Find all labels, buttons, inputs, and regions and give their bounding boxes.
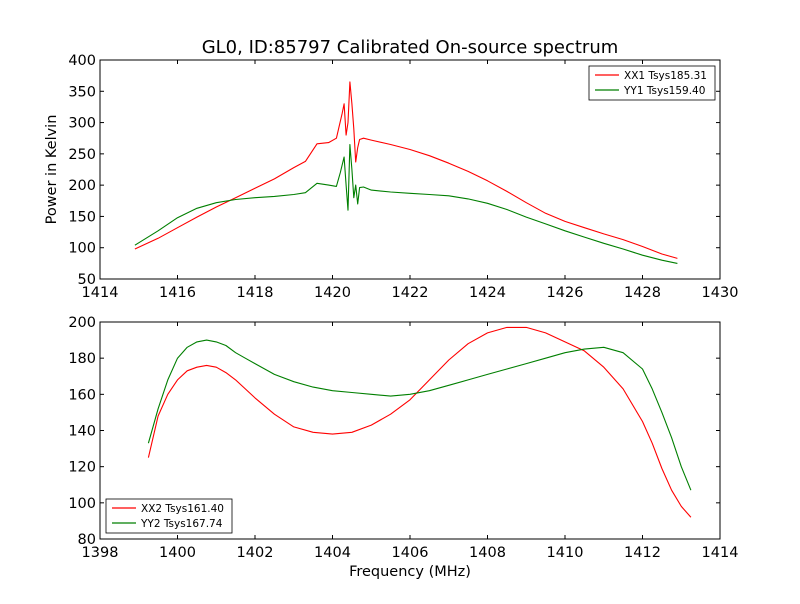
y-tick-label: 250 (68, 147, 96, 163)
x-tick-label: 1418 (237, 285, 274, 301)
figure-title: GL0, ID:85797 Calibrated On-source spect… (202, 37, 619, 58)
x-tick-label: 1408 (469, 545, 506, 561)
x-tick-label: 1400 (159, 545, 196, 561)
x-tick-label: 1402 (237, 545, 274, 561)
series-line-1-2 (134, 143, 678, 264)
series-line-1-1 (134, 81, 678, 259)
series-line-2-1 (147, 326, 692, 518)
x-tick-label: 1420 (314, 285, 351, 301)
y-tick-label: 80 (78, 532, 96, 548)
x-tick-label: 1416 (159, 285, 196, 301)
y-tick-label: 200 (68, 178, 96, 194)
x-tick-label: 1414 (82, 285, 119, 301)
y-tick-label: 50 (78, 272, 96, 288)
legend-entry: XX2 Tsys161.40 (141, 503, 224, 515)
x-tick-label: 1398 (82, 545, 119, 561)
x-tick-label: 1426 (547, 285, 584, 301)
legend-entry: YY1 Tsys159.40 (623, 85, 705, 97)
x-tick-label: 1424 (469, 285, 506, 301)
legend-entry: XX1 Tsys185.31 (624, 70, 707, 82)
y-tick-label: 200 (68, 315, 96, 331)
x-tick-label: 1404 (314, 545, 351, 561)
legend-entry: YY2 Tsys167.74 (140, 518, 223, 530)
y-tick-label: 100 (68, 241, 96, 257)
y-tick-label: 180 (68, 351, 96, 367)
x-tick-label: 1414 (702, 545, 739, 561)
x-tick-label: 1422 (392, 285, 429, 301)
panels: 1414 1416 1418 1420 1422 1424 1426 1428 1430 50 10… (44, 53, 738, 580)
y-tick-label: 160 (68, 387, 96, 403)
legend-box (105, 498, 233, 534)
y-tick-label: 120 (68, 460, 96, 476)
y-axis-label: Power in Kelvin (44, 115, 60, 225)
y-tick-label: 140 (68, 424, 96, 440)
y-tick-label: 350 (68, 84, 96, 100)
legend-2: XX2 Tsys161.40 YY2 Tsys167.74 (105, 498, 233, 534)
y-tick-label: 300 (68, 116, 96, 132)
x-tick-label: 1410 (547, 545, 584, 561)
panel-1: 1414 1416 1418 1420 1422 1424 1426 1428 1430 50 10… (44, 53, 738, 301)
x-tick-label: 1428 (624, 285, 661, 301)
series-line-2-2 (147, 339, 692, 491)
legend-1: XX1 Tsys185.31 YY1 Tsys159.40 (588, 65, 716, 101)
x-tick-label: 1412 (624, 545, 661, 561)
y-tick-label: 150 (68, 209, 96, 225)
x-tick-label: 1406 (392, 545, 429, 561)
legend-box (588, 65, 716, 101)
x-axis-label: Frequency (MHz) (349, 564, 471, 580)
panel-2: 1398 1400 1402 1404 1406 1408 1410 1412 1414 80 10… (68, 315, 738, 580)
y-tick-label: 100 (68, 496, 96, 512)
x-tick-label: 1430 (702, 285, 739, 301)
y-tick-label: 400 (68, 53, 96, 69)
